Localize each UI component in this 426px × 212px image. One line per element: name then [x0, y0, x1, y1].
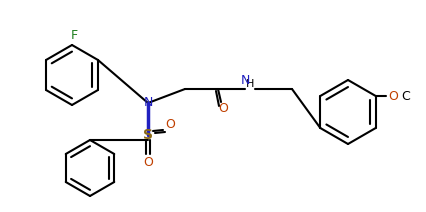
- Text: N: N: [143, 96, 153, 110]
- Text: O: O: [218, 102, 228, 114]
- Text: O: O: [165, 119, 175, 131]
- Text: S: S: [143, 128, 153, 142]
- Text: H: H: [246, 79, 254, 89]
- Text: O: O: [143, 156, 153, 170]
- Text: O: O: [389, 89, 399, 102]
- Text: C: C: [402, 89, 411, 102]
- Text: N: N: [240, 74, 250, 88]
- Text: F: F: [70, 29, 78, 42]
